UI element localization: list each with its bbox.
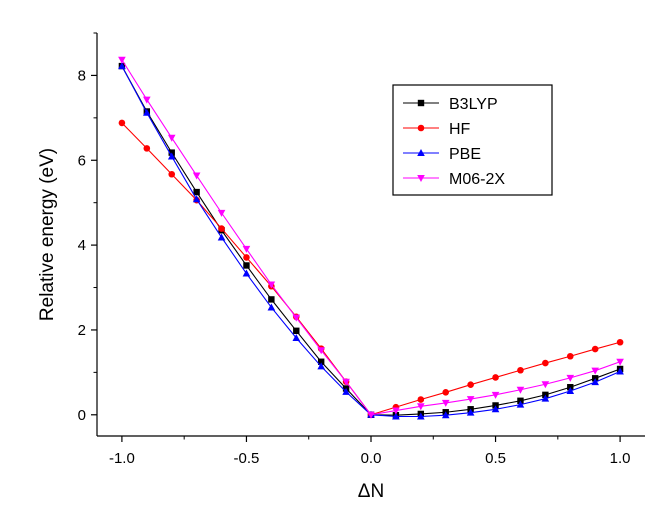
- legend-marker: [417, 175, 425, 182]
- data-point: [192, 172, 201, 180]
- x-tick-label: 1.0: [610, 450, 631, 467]
- data-point: [466, 408, 475, 416]
- legend-item: HF: [403, 121, 471, 138]
- legend-item: B3LYP: [403, 96, 498, 113]
- data-point: [591, 378, 599, 386]
- data-point: [367, 411, 375, 419]
- data-point: [492, 374, 499, 381]
- legend-label: M06-2X: [449, 171, 505, 188]
- data-point: [267, 303, 276, 311]
- data-point: [167, 152, 176, 160]
- legend-marker: [417, 149, 425, 156]
- data-point: [392, 407, 400, 415]
- data-point: [293, 327, 300, 334]
- legend-marker: [417, 99, 425, 107]
- data-point: [118, 56, 126, 64]
- data-point: [566, 352, 574, 360]
- x-tick-label: 0.0: [361, 450, 382, 467]
- data-point: [392, 412, 400, 420]
- x-tick-label: -0.5: [234, 450, 260, 467]
- legend-item: PBE: [403, 146, 481, 163]
- y-axis-title: Relative energy (eV): [37, 148, 58, 321]
- y-tick-label: 0: [78, 407, 86, 424]
- data-point: [217, 233, 226, 241]
- data-point: [517, 366, 524, 374]
- data-point: [242, 269, 251, 277]
- data-point: [118, 119, 126, 127]
- data-point: [243, 262, 250, 269]
- data-point: [243, 254, 250, 261]
- legend-marker: [417, 124, 425, 132]
- legend-label: HF: [449, 121, 471, 138]
- data-point: [591, 345, 599, 353]
- y-axis: 0 2 4 6 8: [78, 32, 97, 424]
- data-point: [541, 381, 550, 389]
- data-point: [516, 386, 525, 394]
- data-point: [616, 367, 624, 375]
- data-point: [442, 389, 450, 396]
- data-point: [317, 362, 325, 370]
- data-point: [566, 387, 575, 395]
- series-layer: [118, 56, 624, 420]
- data-point: [342, 378, 350, 386]
- x-axis: -1.0 -0.5 0.0 0.5 1.0: [109, 436, 631, 467]
- legend-item: M06-2X: [403, 171, 505, 188]
- data-point: [193, 188, 200, 196]
- data-point: [267, 281, 276, 289]
- data-point: [417, 403, 425, 411]
- data-point: [466, 396, 475, 404]
- legend: B3LYP HF PBE M06-2X: [392, 84, 553, 196]
- data-point: [317, 358, 325, 365]
- data-point: [168, 170, 176, 178]
- data-point: [516, 400, 525, 408]
- y-tick-label: 6: [78, 152, 86, 169]
- data-point: [566, 374, 575, 382]
- y-tick-label: 2: [78, 322, 86, 339]
- data-point: [542, 359, 549, 367]
- data-point: [441, 411, 450, 419]
- data-point: [616, 338, 624, 346]
- data-point: [143, 108, 151, 116]
- data-point: [441, 399, 450, 407]
- data-point: [217, 209, 226, 217]
- data-point: [218, 225, 225, 232]
- x-tick-label: -1.0: [109, 450, 135, 467]
- data-point: [342, 387, 350, 395]
- data-point: [417, 396, 425, 403]
- data-point: [192, 195, 201, 203]
- x-tick-label: 0.5: [485, 450, 506, 467]
- legend-label: PBE: [449, 146, 481, 163]
- data-point: [467, 381, 474, 388]
- series-m06-2x: [118, 56, 624, 419]
- data-point: [167, 134, 176, 142]
- y-tick-label: 8: [78, 67, 86, 84]
- data-point: [268, 296, 275, 303]
- x-axis-title: ΔN: [358, 481, 384, 502]
- y-tick-label: 4: [78, 237, 86, 254]
- data-point: [491, 391, 500, 399]
- data-point: [292, 334, 301, 342]
- plot-frame: [96, 33, 645, 437]
- data-point: [143, 96, 151, 104]
- data-point: [118, 62, 126, 70]
- legend-label: B3LYP: [449, 96, 498, 113]
- data-point: [541, 394, 550, 402]
- data-point: [616, 358, 624, 366]
- data-point: [491, 405, 500, 413]
- data-point: [242, 245, 251, 253]
- data-point: [591, 367, 599, 375]
- data-point: [292, 314, 301, 322]
- data-point: [143, 145, 151, 152]
- data-point: [417, 412, 425, 420]
- data-point: [317, 347, 325, 355]
